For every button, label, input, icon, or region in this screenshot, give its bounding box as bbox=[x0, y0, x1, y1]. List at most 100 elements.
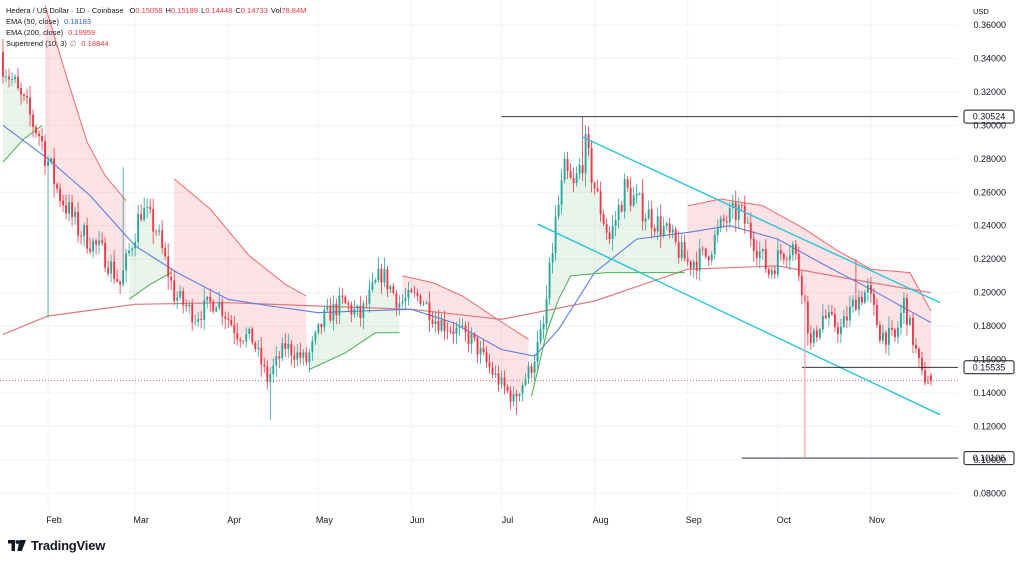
candle bbox=[668, 217, 671, 239]
candle-body bbox=[524, 378, 527, 385]
candle-body bbox=[884, 332, 887, 345]
candle-body bbox=[755, 250, 758, 258]
price-levels[interactable]: 0.30524 0.15535 0.10106 bbox=[501, 109, 1015, 466]
candle bbox=[389, 284, 392, 294]
candle-body bbox=[305, 352, 308, 363]
candle bbox=[218, 291, 221, 311]
candle-body bbox=[488, 362, 491, 368]
candles bbox=[2, 38, 932, 459]
candle bbox=[41, 127, 43, 151]
time-axis[interactable]: Feb Mar Apr May Jun Jul Aug Sep Oct Nov bbox=[46, 515, 885, 525]
candle bbox=[467, 321, 470, 353]
candle-body bbox=[218, 301, 221, 308]
candle-body bbox=[173, 280, 176, 301]
candle-body bbox=[707, 256, 710, 261]
channel-upper-line[interactable] bbox=[582, 136, 941, 304]
candle bbox=[677, 231, 680, 264]
candle-body bbox=[930, 375, 932, 381]
candle-body bbox=[35, 126, 37, 134]
candle-body bbox=[416, 293, 419, 296]
supertrend-fill-up bbox=[3, 64, 42, 163]
candle bbox=[395, 289, 398, 316]
candle-body bbox=[122, 270, 125, 285]
indicator-row[interactable]: EMA (200, close) 0.19959 bbox=[6, 27, 306, 38]
trend-channel[interactable] bbox=[537, 136, 941, 416]
candle-body bbox=[221, 301, 224, 317]
candle-body bbox=[734, 202, 737, 221]
candle-body bbox=[293, 355, 296, 360]
candle bbox=[422, 300, 425, 307]
candle bbox=[818, 327, 821, 341]
candle bbox=[47, 156, 49, 318]
candle bbox=[224, 311, 227, 330]
candle-body bbox=[557, 204, 560, 217]
candle bbox=[176, 291, 179, 310]
candle-body bbox=[590, 148, 593, 183]
ohlc-values: O0.15058 H0.15189 L0.14448 C0.14733 Vol78.84… bbox=[127, 5, 307, 16]
candle-body bbox=[236, 333, 239, 340]
candle bbox=[806, 295, 809, 346]
price-tick-label: 0.18000 bbox=[973, 321, 1006, 331]
candle bbox=[857, 290, 860, 316]
indicator-row[interactable]: Supertrend (10, 3) ∅ 0.18844 bbox=[6, 38, 306, 49]
candle-body bbox=[752, 238, 755, 251]
candle bbox=[299, 342, 302, 365]
candle-body bbox=[83, 225, 86, 237]
hidden-state-icon: ∅ bbox=[69, 39, 77, 48]
candle-body bbox=[509, 390, 512, 402]
price-axis[interactable]: 0.36000 0.34000 0.32000 0.30000 0.28000 0.260… bbox=[973, 20, 1006, 498]
candle-body bbox=[2, 51, 4, 77]
candle bbox=[365, 295, 368, 308]
indicator-label: EMA (200, close) bbox=[6, 28, 64, 37]
candle-body bbox=[431, 320, 434, 324]
candle-body bbox=[539, 329, 542, 342]
candle-body bbox=[698, 248, 701, 271]
candle bbox=[77, 202, 80, 243]
candle bbox=[5, 69, 7, 83]
candle bbox=[344, 294, 347, 305]
candle bbox=[206, 296, 209, 309]
candle-body bbox=[497, 373, 500, 385]
candle-body bbox=[650, 209, 653, 229]
candle-body bbox=[512, 394, 515, 402]
candle bbox=[401, 294, 404, 308]
candle-body bbox=[401, 301, 404, 304]
time-tick-label: Feb bbox=[46, 515, 62, 525]
candle-body bbox=[842, 316, 845, 327]
candle-body bbox=[785, 259, 788, 261]
indicator-row[interactable]: EMA (50, close) 0.18183 bbox=[6, 16, 306, 27]
time-tick-label: Apr bbox=[227, 515, 241, 525]
channel-lower-line[interactable] bbox=[537, 223, 941, 416]
candle-body bbox=[47, 161, 49, 166]
price-tick-label: 0.20000 bbox=[973, 288, 1006, 298]
candle bbox=[743, 195, 746, 234]
candle-body bbox=[275, 356, 278, 366]
candle bbox=[197, 311, 200, 327]
candle-body bbox=[410, 289, 413, 293]
candle bbox=[179, 285, 182, 301]
candle bbox=[428, 291, 431, 332]
candle-body bbox=[116, 278, 119, 282]
candle bbox=[29, 85, 31, 127]
candle-body bbox=[329, 306, 332, 321]
candle bbox=[833, 307, 836, 332]
tradingview-logo[interactable]: TradingView bbox=[8, 538, 105, 553]
candle bbox=[11, 72, 13, 86]
candle-body bbox=[335, 303, 338, 316]
candle bbox=[518, 392, 521, 402]
price-level-badge bbox=[963, 360, 1015, 375]
candle-body bbox=[599, 191, 602, 215]
supertrend-line-down bbox=[44, 4, 127, 202]
candle-body bbox=[20, 88, 22, 95]
candle bbox=[230, 315, 233, 327]
symbol-title[interactable]: Hedera / US Dollar · 1D · Coinbase bbox=[6, 6, 124, 15]
candle-body bbox=[89, 248, 92, 252]
candle bbox=[839, 318, 842, 344]
candle-body bbox=[467, 332, 470, 345]
candle bbox=[918, 346, 920, 368]
candle-body bbox=[248, 328, 251, 335]
candle-body bbox=[491, 367, 494, 375]
candle bbox=[641, 179, 644, 231]
